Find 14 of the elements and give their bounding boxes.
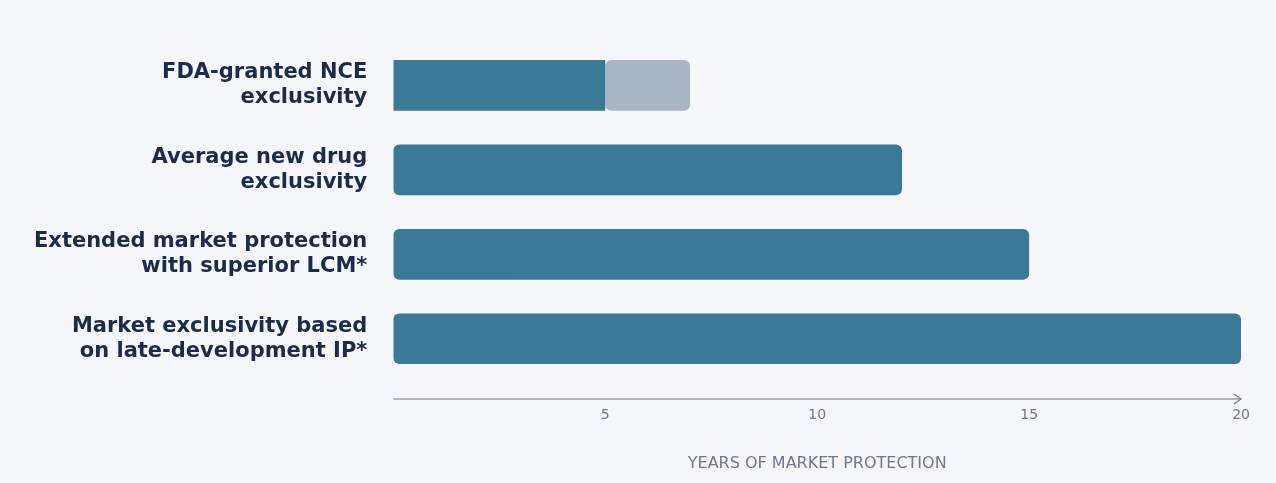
y-tick-label: Average new drug exclusivity (151, 143, 368, 193)
x-tick-label: 5 (600, 406, 610, 423)
y-tick-label: Market exclusivity based on late-development IP* (71, 312, 368, 362)
bar (605, 60, 691, 111)
y-tick-label: Extended market protection with superior LCM* (33, 228, 368, 278)
bar (393, 313, 1242, 365)
x-axis-title: YEARS OF MARKET PROTECTION (686, 452, 947, 472)
bar (393, 228, 1030, 280)
x-tick-label: 10 (808, 406, 827, 423)
x-tick-label: 20 (1232, 406, 1251, 423)
x-tick-label: 15 (1020, 406, 1039, 423)
y-tick-label: FDA-granted NCE exclusivity (162, 59, 368, 109)
bar (393, 60, 606, 111)
bar (393, 144, 902, 196)
